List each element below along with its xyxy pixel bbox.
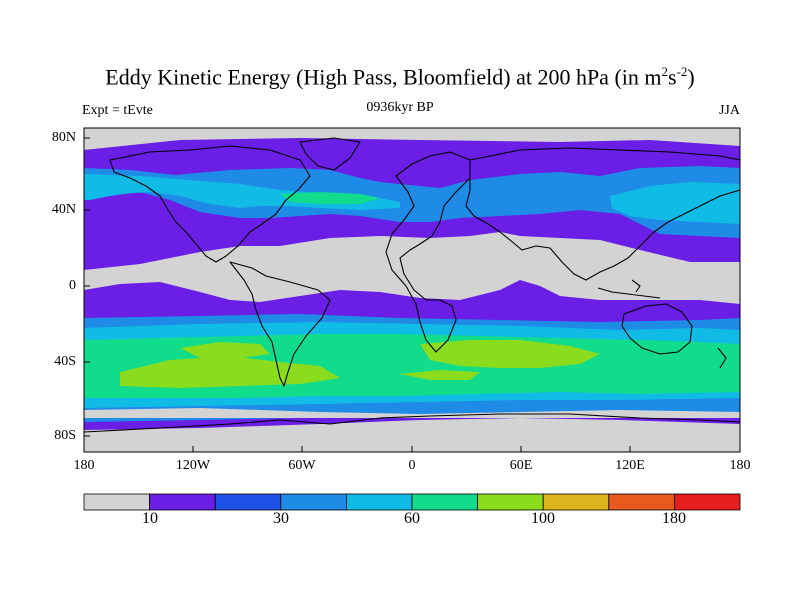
lon-label-60e: 60E	[509, 458, 533, 473]
coast-asia	[465, 147, 740, 281]
nh-band-cyan-2	[610, 182, 740, 224]
coast-indonesia	[597, 279, 661, 299]
sh-core-3	[420, 340, 600, 368]
nh-band-purple-inner-2	[400, 160, 470, 182]
antarctic-grey	[84, 418, 740, 452]
title-sup-1: 2	[661, 64, 669, 79]
lat-label-40n: 40N	[51, 202, 76, 217]
sh-core-2	[180, 342, 270, 358]
season-label: JJA	[718, 103, 740, 118]
lon-label-120e: 120E	[615, 458, 645, 473]
sh-core-4	[400, 370, 480, 380]
nh-band-green	[280, 192, 380, 204]
axis-ticks	[83, 137, 741, 452]
colorbar-swatch-2	[214, 493, 282, 511]
colorbar-swatch-1	[149, 493, 216, 511]
colorbar-swatch-7	[542, 493, 610, 511]
lon-label-180w: 180	[73, 458, 95, 473]
colorbar-swatch-9	[674, 493, 741, 511]
plot-subtitle: 0936kyr BP	[366, 100, 434, 115]
coast-australia	[621, 303, 693, 355]
colorbar	[83, 493, 741, 511]
coast-europe-africa	[385, 151, 471, 353]
colorbar-swatch-0	[83, 493, 150, 511]
plot-title: Eddy Kinetic Energy (High Pass, Bloomfie…	[0, 64, 800, 90]
coast-north-america	[109, 145, 311, 263]
colorbar-swatch-6	[477, 493, 544, 511]
antarctic-grey-strip	[84, 408, 740, 418]
lon-label-60w: 60W	[288, 458, 316, 473]
colorbar-swatch-4	[345, 493, 413, 511]
lat-label-80n: 80N	[51, 130, 76, 145]
lon-label-180e: 180	[729, 458, 751, 473]
nh-band-purple-inner	[84, 206, 230, 244]
colorbar-label-180: 180	[662, 510, 686, 527]
lon-label-120w: 120W	[175, 458, 211, 473]
colorbar-swatch-5	[411, 493, 478, 511]
colorbar-swatch-3	[280, 493, 347, 511]
experiment-label: Expt = tEvte	[82, 103, 153, 118]
eke-field	[84, 128, 740, 452]
colorbar-label-100: 100	[531, 510, 555, 527]
coastlines	[84, 137, 740, 433]
lat-label-80s: 80S	[54, 428, 76, 443]
colorbar-label-10: 10	[142, 510, 158, 527]
title-sup-2: -2	[676, 64, 688, 79]
title-close: )	[687, 64, 695, 90]
title-text: Eddy Kinetic Energy (High Pass, Bloomfie…	[105, 64, 662, 90]
lon-label-0: 0	[408, 458, 416, 473]
coast-south-america	[229, 261, 331, 387]
title-mid: s	[668, 64, 677, 90]
colorbar-label-60: 60	[404, 510, 420, 527]
coast-antarctica	[84, 413, 740, 433]
lat-label-0: 0	[69, 278, 76, 293]
sh-core-1	[120, 356, 340, 388]
coast-new-zealand	[717, 347, 727, 369]
colorbar-swatch-8	[608, 493, 675, 511]
arctic-grey	[84, 128, 740, 138]
lat-label-40s: 40S	[54, 354, 76, 369]
coast-greenland	[299, 137, 361, 171]
colorbar-label-30: 30	[273, 510, 289, 527]
